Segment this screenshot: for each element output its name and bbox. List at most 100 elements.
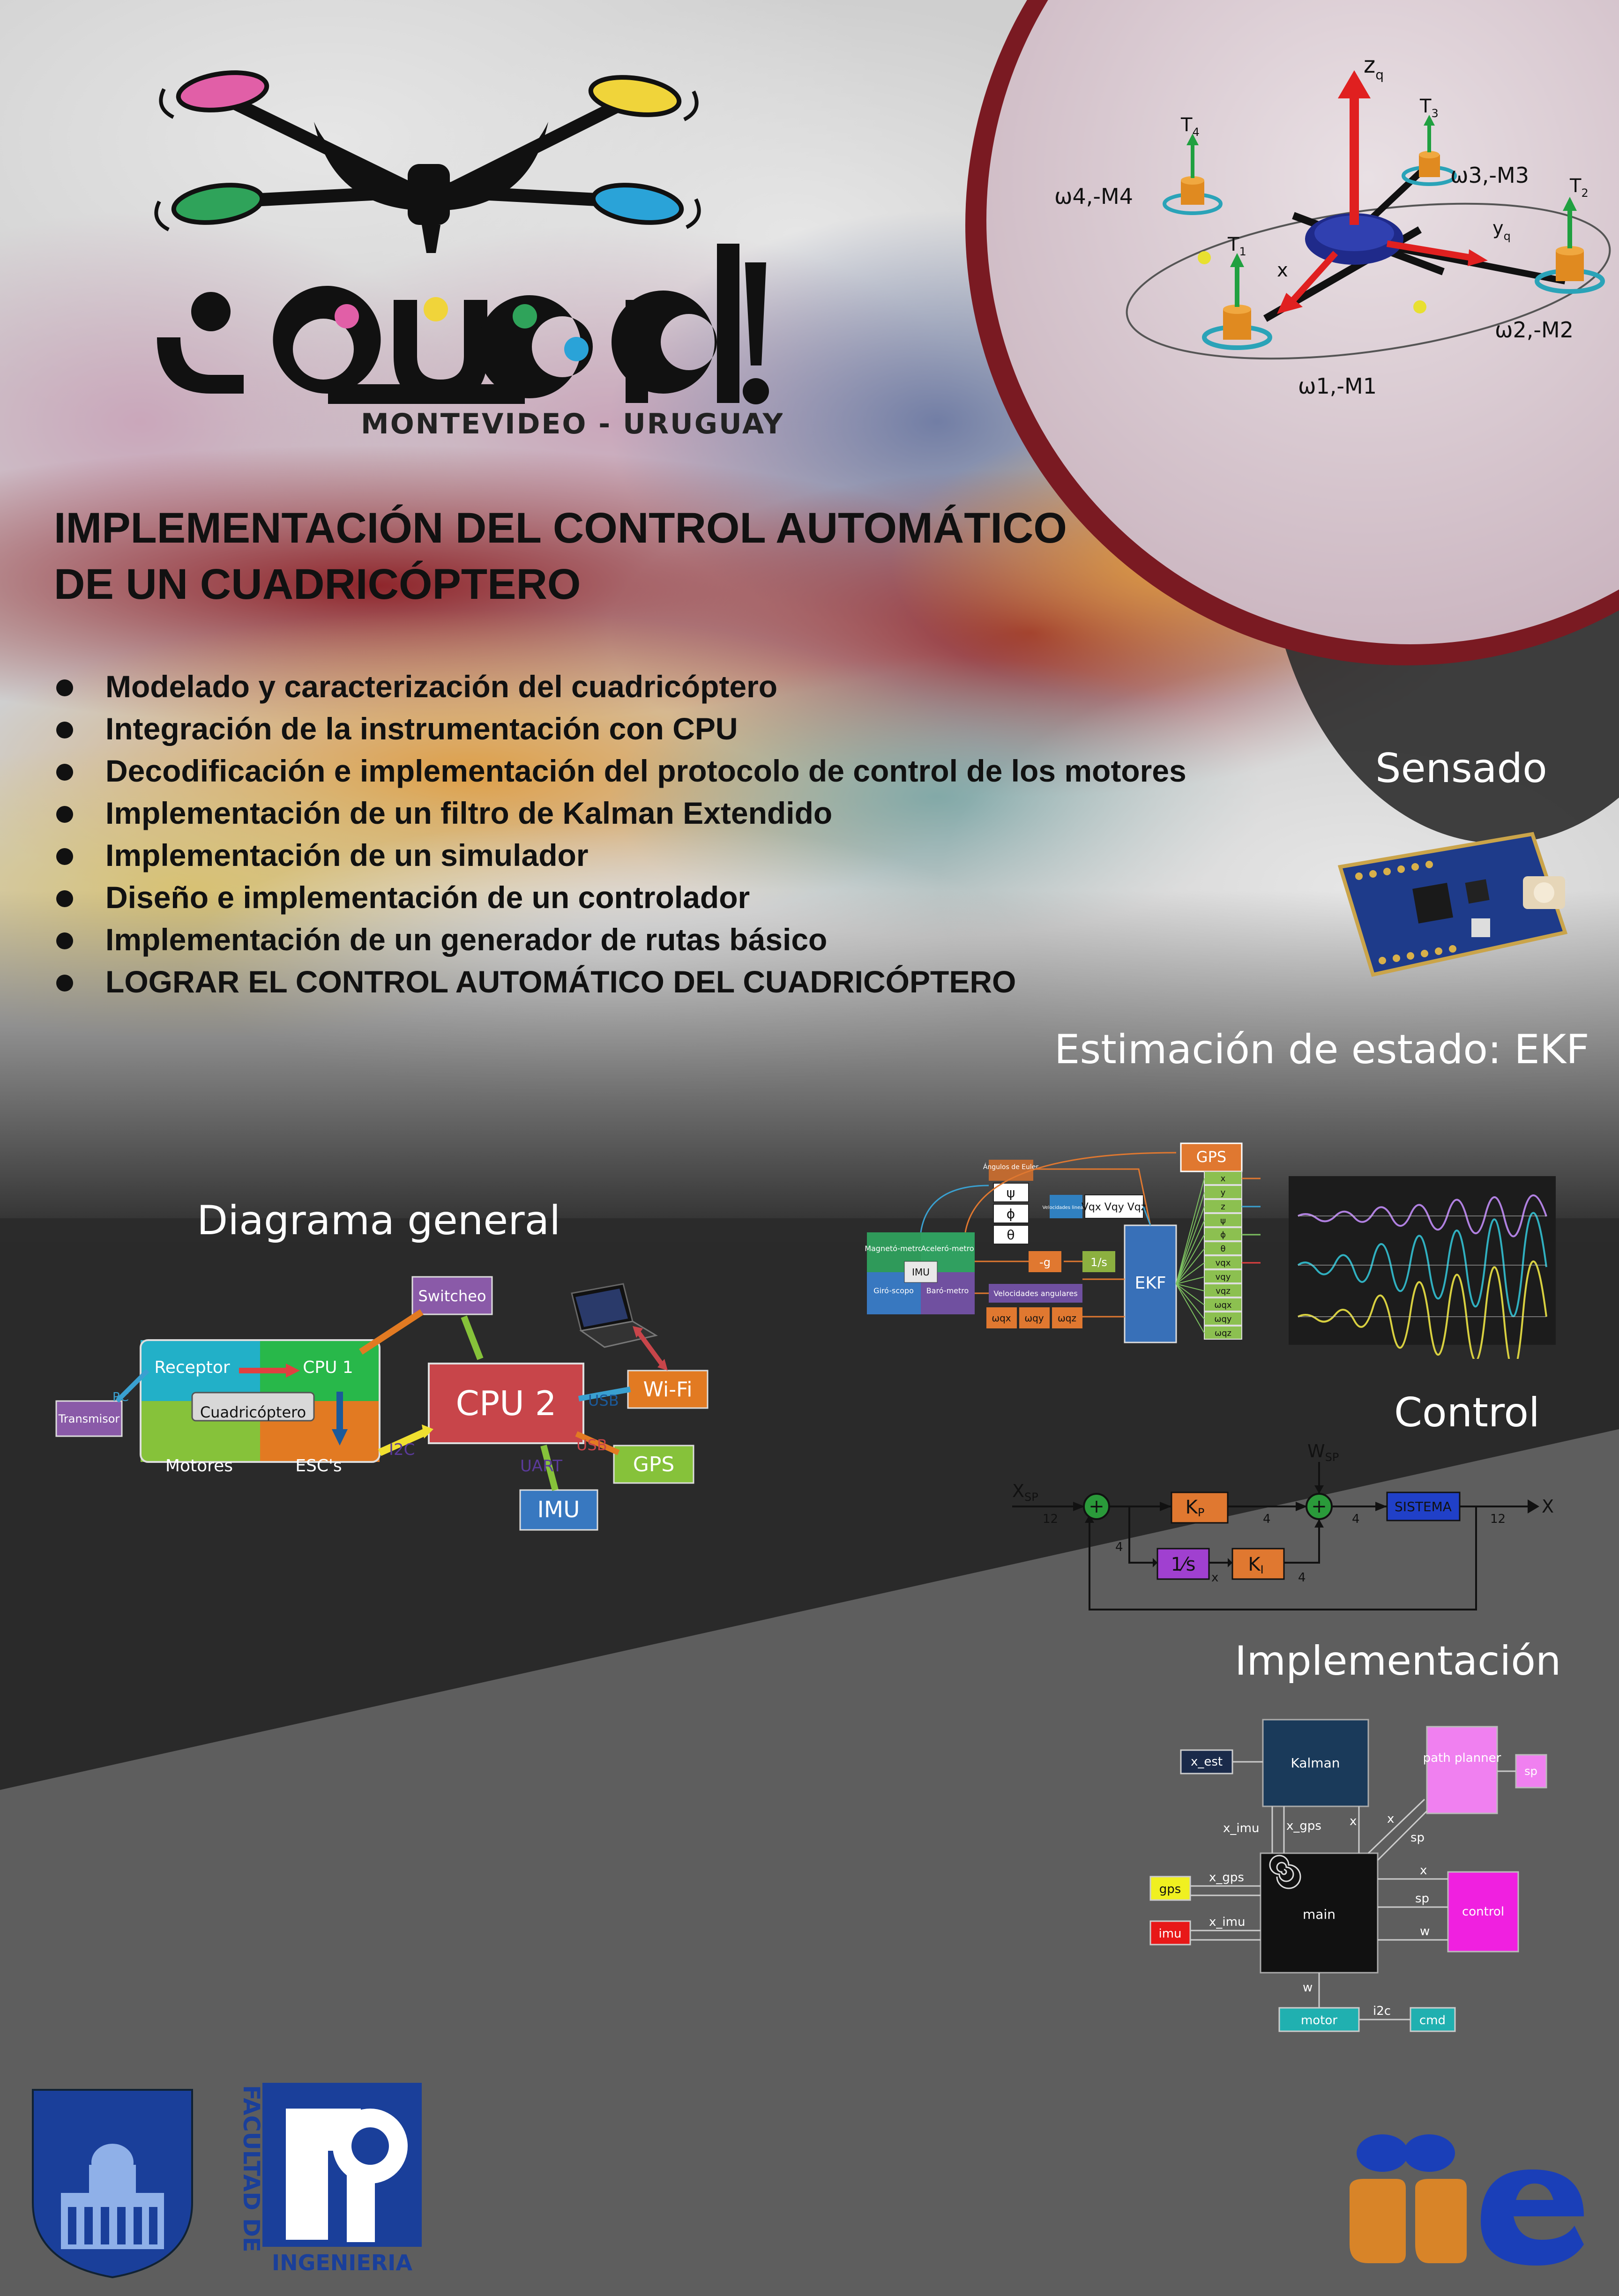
svg-text:USB: USB <box>588 1392 619 1409</box>
list-item: LOGRAR EL CONTROL AUTOMÁTICO DEL CUADRIC… <box>56 961 1186 1003</box>
svg-text:Velocidades lineales: Velocidades lineales <box>1042 1205 1089 1210</box>
svg-text:Cuadricóptero: Cuadricóptero <box>200 1403 306 1421</box>
svg-text:EKF: EKF <box>1134 1274 1166 1293</box>
svg-text:x: x <box>1211 1571 1218 1585</box>
svg-text:x_imu: x_imu <box>1209 1915 1245 1929</box>
svg-text:1/s: 1/s <box>1090 1256 1107 1269</box>
svg-text:motor: motor <box>1301 2013 1337 2028</box>
svg-text:4: 4 <box>1352 1512 1360 1526</box>
svg-text:CPU 2: CPU 2 <box>455 1384 556 1423</box>
svg-text:θ: θ <box>1007 1227 1015 1243</box>
udelar-shield-logo <box>32 2089 193 2279</box>
svg-text:IMU: IMU <box>912 1267 930 1278</box>
svg-text:Motores: Motores <box>165 1456 233 1476</box>
svg-text:x: x <box>1350 1814 1357 1828</box>
svg-text:x_est: x_est <box>1191 1755 1223 1769</box>
fing-logo: FACULTAD DE INGENIERIA <box>238 2083 422 2275</box>
ekf-output-box <box>1204 1185 1242 1199</box>
quadrotor-model-diagram: zq yq x T1 T2 T3 T4 <box>1054 52 1611 399</box>
list-item: Implementación de un generador de rutas … <box>56 918 1186 961</box>
ekf-output-label: ωqz <box>1215 1328 1231 1338</box>
motor-2-icon: T2 <box>1535 175 1605 294</box>
svg-text:ESC's: ESC's <box>295 1456 342 1476</box>
svg-text:ω1,-M1: ω1,-M1 <box>1298 373 1377 399</box>
list-item: Implementación de un simulador <box>56 834 1186 876</box>
svg-text:ωqx: ωqx <box>992 1312 1011 1324</box>
svg-text:x_imu: x_imu <box>1223 1821 1259 1835</box>
svg-text:i2c: i2c <box>1373 2004 1391 2018</box>
svg-text:x: x <box>1277 260 1288 281</box>
plot-trace-cyan <box>1297 1212 1547 1317</box>
ekf-output-box <box>1204 1213 1242 1227</box>
plot-trace-purple <box>1298 1194 1547 1237</box>
svg-text:ψ: ψ <box>1007 1185 1015 1200</box>
svg-text:USB: USB <box>576 1436 607 1454</box>
bullet-icon <box>56 932 73 949</box>
poster-title-line-2: DE UN CUADRICÓPTERO <box>54 560 581 608</box>
svg-text:Magnetó-metro: Magnetó-metro <box>865 1244 923 1253</box>
ekf-output-box <box>1204 1312 1242 1326</box>
svg-text:control: control <box>1462 1905 1504 1919</box>
poster-title-line-1: IMPLEMENTACIÓN DEL CONTROL AUTOMÁTICO <box>54 504 1067 552</box>
logo-subtitle: MONTEVIDEO - URUGUAY <box>361 408 783 440</box>
svg-text:Kalman: Kalman <box>1291 1755 1340 1771</box>
control-diagram: XSP WSP + + KP 1⁄s KI SISTEMA X 12 4 4 4… <box>1012 1441 1554 1610</box>
svg-text:main: main <box>1303 1907 1335 1922</box>
svg-text:Transmisor: Transmisor <box>58 1412 120 1425</box>
general-diagram: Receptor CPU 1 Motores ESC's Cuadricópte… <box>55 1276 709 1531</box>
svg-text:x: x <box>1420 1864 1427 1878</box>
plot-trace-yellow <box>1298 1260 1547 1359</box>
svg-text:GPS: GPS <box>633 1453 675 1476</box>
list-item: Diseño e implementación de un controlado… <box>56 876 1186 918</box>
svg-text:w: w <box>1420 1924 1430 1938</box>
iie-logo <box>1350 2134 1584 2266</box>
svg-text:path planner: path planner <box>1423 1751 1501 1765</box>
section-title-implementacion: Implementación <box>1235 1638 1561 1685</box>
svg-text:KP: KP <box>1186 1497 1205 1519</box>
svg-text:ω4,-M4: ω4,-M4 <box>1054 184 1133 209</box>
svg-text:ϕ: ϕ <box>1007 1206 1015 1222</box>
svg-text:cmd: cmd <box>1419 2013 1446 2028</box>
list-item: Modelado y caracterización del cuadricóp… <box>56 665 1186 708</box>
svg-text:+: + <box>1311 1496 1327 1517</box>
propeller-yellow-icon <box>588 75 699 121</box>
svg-text:sp: sp <box>1524 1765 1537 1778</box>
svg-text:CPU 1: CPU 1 <box>303 1358 353 1377</box>
ekf-output-box <box>1204 1171 1242 1185</box>
ekf-output-label: x <box>1221 1174 1226 1184</box>
fing-facultad-text: FACULTAD DE <box>238 2085 264 2252</box>
ekf-output-label: ψ <box>1220 1216 1226 1226</box>
svg-text:T2: T2 <box>1569 175 1589 200</box>
svg-text:4: 4 <box>1263 1512 1271 1526</box>
ekf-output-label: vqx <box>1216 1258 1231 1268</box>
svg-text:Receptor: Receptor <box>154 1358 230 1377</box>
svg-text:Baró-metro: Baró-metro <box>926 1286 969 1295</box>
ekf-diagram: GPS Ángulos de Euler ψ ϕ θ Velocidades l… <box>865 1142 1556 1359</box>
svg-text:x_gps: x_gps <box>1209 1871 1244 1885</box>
propeller-green-icon <box>154 183 265 231</box>
bullet-icon <box>56 890 73 907</box>
ekf-output-label: ωqx <box>1214 1300 1231 1310</box>
svg-text:I2C: I2C <box>389 1440 415 1459</box>
svg-text:XSP: XSP <box>1012 1481 1038 1504</box>
svg-text:imu: imu <box>1158 1927 1181 1941</box>
bullet-icon <box>56 722 73 738</box>
ekf-output-box <box>1204 1199 1242 1213</box>
svg-text:ωqz: ωqz <box>1058 1312 1076 1324</box>
section-title-ekf: Estimación de estado: EKF <box>1054 1026 1589 1073</box>
bullet-icon <box>56 806 73 823</box>
svg-text:gps: gps <box>1159 1882 1181 1896</box>
ekf-output-label: y <box>1221 1188 1226 1198</box>
propeller-pink-icon <box>159 70 269 119</box>
svg-text:WSP: WSP <box>1307 1441 1339 1464</box>
svg-text:T4: T4 <box>1180 114 1200 139</box>
motor-3-icon: T3 <box>1402 96 1457 186</box>
motor-1-icon: T1 <box>1202 234 1272 350</box>
svg-text:RC: RC <box>112 1390 129 1404</box>
ekf-output-label: z <box>1221 1202 1225 1212</box>
svg-text:12: 12 <box>1490 1512 1506 1526</box>
svg-text:-g: -g <box>1039 1256 1051 1269</box>
svg-text:Velocidades angulares: Velocidades angulares <box>993 1289 1077 1298</box>
svg-text:4: 4 <box>1115 1540 1123 1554</box>
